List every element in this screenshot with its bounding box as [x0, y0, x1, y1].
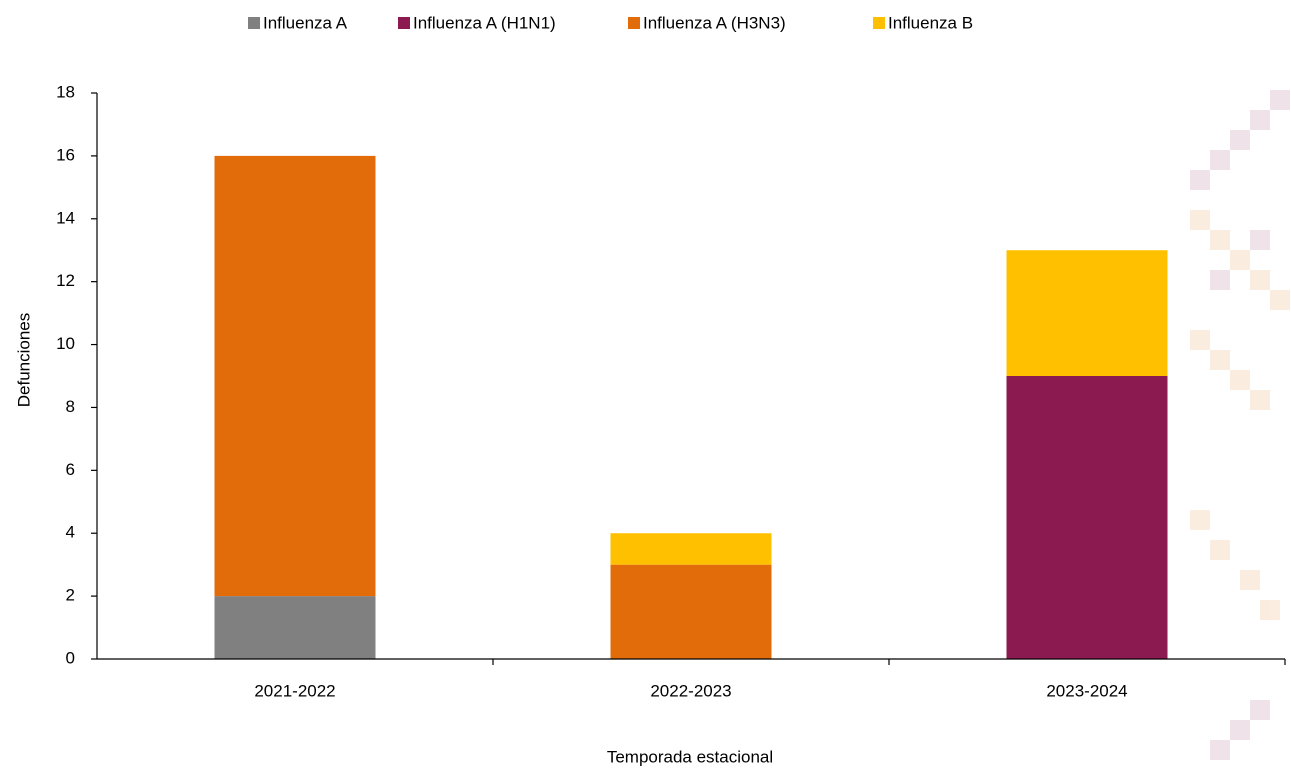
legend-label: Influenza B: [888, 13, 973, 32]
bar-segment: [1006, 250, 1168, 376]
bar-segment: [610, 564, 772, 659]
legend-label: Influenza A (H1N1): [413, 13, 556, 32]
bar-segment: [1006, 376, 1168, 659]
legend-swatch: [248, 17, 260, 29]
legend-swatch: [873, 17, 885, 29]
bar-segment: [214, 596, 376, 659]
y-axis-label: Defunciones: [14, 313, 33, 408]
y-tick-label: 4: [66, 523, 75, 542]
y-tick-label: 14: [56, 208, 75, 227]
legend-label: Influenza A: [263, 13, 348, 32]
x-tick-label: 2021-2022: [254, 681, 335, 700]
y-tick-label: 16: [56, 145, 75, 164]
y-tick-label: 12: [56, 271, 75, 290]
y-tick-label: 8: [66, 397, 75, 416]
legend-swatch: [398, 17, 410, 29]
bar-segment: [610, 533, 772, 565]
legend-swatch: [628, 17, 640, 29]
x-tick-label: 2023-2024: [1046, 681, 1127, 700]
x-axis-label: Temporada estacional: [607, 747, 773, 766]
y-tick-label: 0: [66, 648, 75, 667]
bar-segment: [214, 155, 376, 597]
x-tick-label: 2022-2023: [650, 681, 731, 700]
background-pattern: [1190, 90, 1290, 760]
y-tick-label: 18: [56, 82, 75, 101]
y-tick-label: 10: [56, 334, 75, 353]
legend-label: Influenza A (H3N3): [643, 13, 786, 32]
y-tick-label: 6: [66, 460, 75, 479]
y-tick-label: 2: [66, 586, 75, 605]
